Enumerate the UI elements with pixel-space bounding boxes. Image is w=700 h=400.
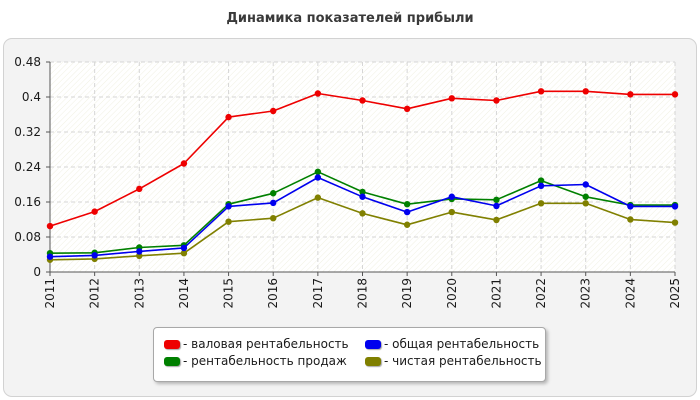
data-point — [582, 193, 589, 200]
legend-label-net: - чистая рентабельность — [384, 354, 542, 368]
x-tick-label: 2025 — [668, 278, 682, 309]
legend-swatch-gross — [164, 339, 180, 349]
x-tick-label: 2015 — [222, 278, 236, 309]
legend-item-sales: - рентабельность продаж — [164, 353, 347, 369]
x-tick-label: 2023 — [579, 278, 593, 309]
y-tick-label: 0.24 — [14, 160, 41, 174]
y-tick-label: 0.08 — [14, 230, 41, 244]
series-0 — [46, 88, 679, 230]
data-point — [671, 203, 679, 210]
data-point — [448, 208, 455, 216]
data-point — [180, 160, 188, 167]
x-tick-label: 2019 — [400, 278, 414, 309]
data-point — [627, 216, 634, 223]
x-tick-label: 2018 — [356, 278, 370, 309]
data-point — [136, 252, 143, 260]
y-tick-label: 0.4 — [22, 90, 41, 104]
data-point — [359, 97, 366, 104]
x-tick-label: 2016 — [266, 278, 280, 309]
data-point — [448, 95, 455, 102]
data-point — [493, 97, 500, 104]
data-point — [225, 203, 232, 210]
data-point — [627, 91, 634, 98]
data-point — [46, 253, 54, 260]
data-point — [180, 249, 188, 257]
data-point — [270, 190, 277, 197]
data-point — [136, 248, 143, 255]
y-tick-label: 0.16 — [14, 195, 41, 209]
legend-swatch-net — [365, 356, 381, 366]
y-tick-label: 0.32 — [14, 125, 41, 139]
y-tick-label: 0.48 — [14, 55, 41, 69]
x-tick-label: 2020 — [445, 278, 459, 309]
data-point — [225, 218, 232, 225]
data-point — [359, 188, 366, 196]
data-point — [671, 91, 679, 98]
legend-swatch-total — [365, 339, 381, 349]
series-3 — [46, 194, 679, 263]
data-point — [403, 200, 411, 208]
data-point — [448, 193, 455, 200]
data-point — [314, 194, 322, 201]
legend-label-total: - общая рентабельность — [384, 337, 540, 351]
data-point — [314, 90, 322, 97]
data-point — [91, 208, 98, 215]
x-tick-label: 2011 — [43, 278, 57, 309]
legend-item-gross: - валовая рентабельность — [164, 336, 349, 352]
data-point — [537, 177, 545, 184]
x-tick-label: 2013 — [132, 278, 146, 309]
data-point — [359, 193, 366, 200]
data-point — [359, 210, 366, 217]
chart-title: Динамика показателей прибыли — [226, 11, 474, 26]
x-tick-label: 2024 — [623, 278, 637, 309]
data-point — [46, 222, 54, 230]
data-point — [493, 216, 500, 224]
y-tick-label: 0 — [33, 265, 41, 279]
chart-legend: - валовая рентабельность - общая рентабе… — [153, 327, 546, 382]
legend-swatch-sales — [164, 356, 180, 366]
data-point — [537, 88, 545, 95]
data-point — [537, 200, 545, 207]
data-point — [671, 219, 679, 226]
data-point — [180, 244, 188, 252]
data-point — [403, 105, 411, 113]
x-tick-label: 2012 — [88, 278, 102, 309]
data-point — [314, 168, 322, 176]
data-point — [91, 252, 98, 259]
data-point — [582, 200, 589, 207]
data-point — [493, 196, 500, 204]
data-point — [225, 113, 232, 121]
data-point — [136, 185, 143, 193]
data-point — [582, 88, 589, 95]
legend-label-sales: - рентабельность продаж — [183, 354, 347, 368]
data-point — [537, 182, 545, 190]
data-point — [403, 221, 411, 228]
x-tick-label: 2021 — [489, 278, 503, 309]
data-point — [582, 181, 589, 188]
data-point — [270, 199, 277, 207]
data-point — [403, 208, 411, 216]
x-tick-label: 2017 — [311, 278, 325, 309]
data-point — [627, 203, 634, 210]
data-point — [270, 214, 277, 222]
legend-item-total: - общая рентабельность — [365, 336, 539, 352]
data-point — [270, 107, 277, 115]
legend-label-gross: - валовая рентабельность — [183, 337, 349, 351]
series-1 — [46, 174, 679, 260]
data-point — [314, 174, 322, 181]
data-point — [493, 202, 500, 210]
x-tick-label: 2022 — [534, 278, 548, 309]
legend-item-net: - чистая рентабельность — [365, 353, 542, 369]
x-tick-label: 2014 — [177, 278, 191, 309]
